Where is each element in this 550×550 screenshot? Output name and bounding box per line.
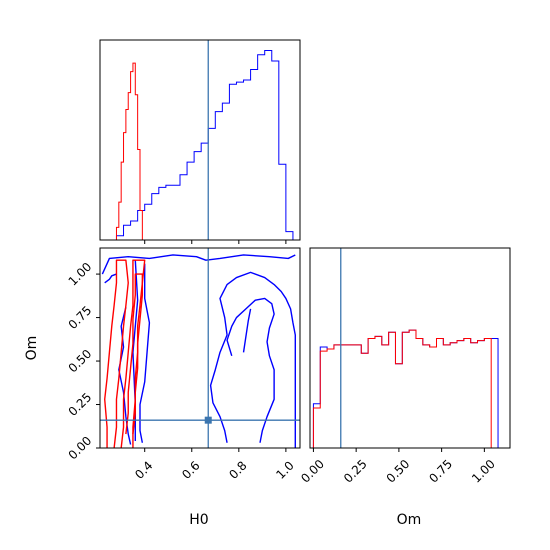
h0-histogram-ticks (144, 240, 287, 244)
h0-histogram-panel (99, 39, 301, 244)
om-y-axis-label: Om (24, 336, 40, 361)
truth-marker (204, 416, 212, 424)
contour-blue-line (104, 273, 117, 284)
contour-blue-line (209, 271, 296, 448)
h0-hist-red-series (115, 62, 145, 241)
h0-histogram-series (109, 50, 294, 241)
om-x-axis-label: Om (397, 512, 422, 528)
h0-axis-label: H0 (189, 512, 208, 528)
contour-blue-line (226, 297, 275, 443)
contour-red-line (104, 259, 129, 449)
h0-histogram-frame (99, 39, 301, 241)
contour-blue-line (139, 263, 151, 443)
om-hist-red-series (312, 329, 499, 449)
contour-blue-line (101, 254, 296, 275)
contour-blue-line (242, 308, 252, 353)
contour-frame (99, 247, 301, 449)
om-histogram-series (312, 329, 499, 449)
contour-series (101, 254, 296, 449)
om-histogram-frame (309, 247, 511, 449)
contour-blue-line (118, 306, 132, 445)
contour-red-line (120, 259, 146, 449)
contour-red-line (125, 273, 144, 435)
